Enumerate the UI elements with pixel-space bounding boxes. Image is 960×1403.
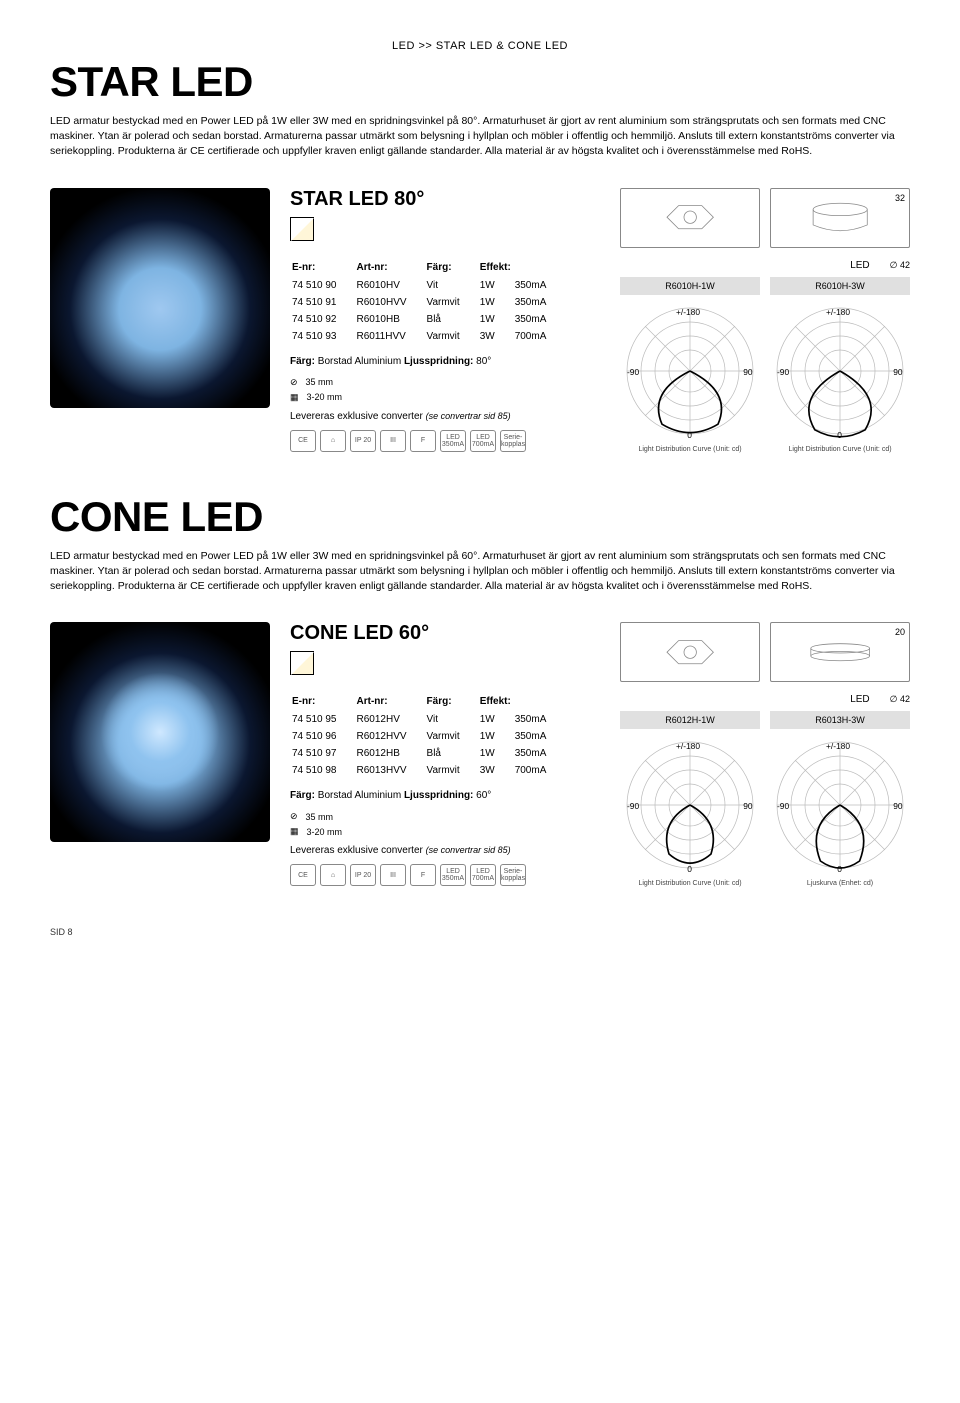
table-row: 74 510 90R6010HVVit1W350mA (292, 278, 546, 293)
cone-meta: Färg: Borstad Aluminium Ljusspridning: 6… (290, 790, 600, 801)
svg-text:90: 90 (743, 802, 753, 812)
table-row: 74 510 91R6010HVVVarmvit1W350mA (292, 295, 546, 310)
th-farg: Färg: (427, 696, 478, 710)
table-row: 74 510 97R6012HBBlå1W350mA (292, 746, 546, 761)
svg-text:90: 90 (893, 802, 903, 812)
th-effekt: Effekt: (480, 696, 547, 710)
th-farg: Färg: (427, 262, 478, 276)
cone-h2: CONE LED 60° (290, 622, 600, 645)
ip-icon: IP 20 (350, 864, 376, 886)
cone-photo (50, 622, 270, 842)
indoor-icon: ⌂ (320, 430, 346, 452)
model-3w: R6013H-3W (770, 711, 910, 729)
svg-text:0: 0 (687, 430, 692, 440)
led-label: LED (850, 260, 869, 271)
page-number: SID 8 (50, 927, 910, 937)
cutout-row: ⊘ 35 mm (290, 377, 600, 388)
cone-table: E-nr: Art-nr: Färg: Effekt: 74 510 95R60… (290, 694, 548, 780)
svg-text:+/-180: +/-180 (676, 307, 700, 317)
svg-text:90: 90 (893, 367, 903, 377)
ce-icon: CE (290, 864, 316, 886)
th-enr: E-nr: (292, 696, 355, 710)
class-icon: III (380, 430, 406, 452)
converter-note: Levereras exklusive converter (se conver… (290, 845, 600, 856)
cutout-icon: ⊘ (290, 377, 298, 388)
color-swatch-icon (290, 651, 314, 675)
th-effekt: Effekt: (480, 262, 547, 276)
side-diagram-icon: 20 (770, 622, 910, 682)
cert-row: CE ⌂ IP 20 III F LED 350mA LED 700mA Ser… (290, 864, 600, 886)
cert-row: CE ⌂ IP 20 III F LED 350mA LED 700mA Ser… (290, 430, 600, 452)
ip-icon: IP 20 (350, 430, 376, 452)
cone-intro: LED armatur bestyckad med en Power LED p… (50, 549, 910, 595)
diameter-label: ∅ 42 (890, 694, 910, 705)
star-block: STAR LED 80° E-nr: Art-nr: Färg: Effekt:… (50, 188, 910, 453)
table-row: 74 510 92R6010HBBlå1W350mA (292, 312, 546, 327)
model-3w: R6010H-3W (770, 277, 910, 295)
table-row: 74 510 93R6011HVVVarmvit3W700mA (292, 329, 546, 344)
star-table: E-nr: Art-nr: Färg: Effekt: 74 510 90R60… (290, 260, 548, 346)
svg-text:+/-180: +/-180 (826, 307, 850, 317)
led700-icon: LED 700mA (470, 864, 496, 886)
th-art: Art-nr: (357, 262, 425, 276)
polar-1w: -9090+/-1800 Light Distribution Curve (U… (620, 735, 760, 887)
cutout-icon: ⊘ (290, 811, 298, 822)
table-row: 74 510 98R6013HVVVarmvit3W700mA (292, 763, 546, 778)
side-diagram-icon: 32 (770, 188, 910, 248)
breadcrumb: LED >> STAR LED & CONE LED (50, 40, 910, 52)
table-row: 74 510 96R6012HVVVarmvit1W350mA (292, 729, 546, 744)
depth-icon: ▦ (290, 392, 299, 403)
led350-icon: LED 350mA (440, 864, 466, 886)
star-photo (50, 188, 270, 408)
svg-text:0: 0 (687, 865, 692, 875)
indoor-icon: ⌂ (320, 864, 346, 886)
top-diagram-icon (620, 622, 760, 682)
height-label: 20 (895, 627, 905, 637)
f-icon: F (410, 864, 436, 886)
ce-icon: CE (290, 430, 316, 452)
svg-text:90: 90 (743, 367, 753, 377)
star-intro: LED armatur bestyckad med en Power LED p… (50, 114, 910, 160)
class-icon: III (380, 864, 406, 886)
svg-text:+/-180: +/-180 (676, 741, 700, 751)
svg-text:-90: -90 (627, 802, 639, 812)
depth-row: ▦ 3-20 mm (290, 392, 600, 403)
color-swatch-icon (290, 217, 314, 241)
top-diagram-icon (620, 188, 760, 248)
serie-icon: Serie- kopplas (500, 864, 526, 886)
polar-3w: -9090+/-1800 Light Distribution Curve (U… (770, 301, 910, 453)
f-icon: F (410, 430, 436, 452)
converter-note: Levereras exklusive converter (se conver… (290, 411, 600, 422)
star-meta: Färg: Borstad Aluminium Ljusspridning: 8… (290, 356, 600, 367)
star-h2: STAR LED 80° (290, 188, 600, 211)
svg-text:-90: -90 (777, 367, 789, 377)
model-1w: R6010H-1W (620, 277, 760, 295)
svg-text:-90: -90 (627, 367, 639, 377)
depth-row: ▦ 3-20 mm (290, 826, 600, 837)
svg-text:+/-180: +/-180 (826, 741, 850, 751)
led-label: LED (850, 694, 869, 705)
cone-block: CONE LED 60° E-nr: Art-nr: Färg: Effekt:… (50, 622, 910, 887)
th-enr: E-nr: (292, 262, 355, 276)
serie-icon: Serie- kopplas (500, 430, 526, 452)
cone-title: CONE LED (50, 493, 910, 541)
polar-1w: -9090+/-1800 Light Distribution Curve (U… (620, 301, 760, 453)
led700-icon: LED 700mA (470, 430, 496, 452)
height-label: 32 (895, 193, 905, 203)
svg-text:-90: -90 (777, 802, 789, 812)
polar-3w: -9090+/-1800 Ljuskurva (Enhet: cd) (770, 735, 910, 887)
table-row: 74 510 95R6012HVVit1W350mA (292, 712, 546, 727)
cutout-row: ⊘ 35 mm (290, 811, 600, 822)
star-title: STAR LED (50, 58, 910, 106)
model-1w: R6012H-1W (620, 711, 760, 729)
svg-text:0: 0 (837, 430, 842, 440)
depth-icon: ▦ (290, 826, 299, 837)
svg-text:0: 0 (837, 865, 842, 875)
th-art: Art-nr: (357, 696, 425, 710)
diameter-label: ∅ 42 (890, 260, 910, 271)
led350-icon: LED 350mA (440, 430, 466, 452)
